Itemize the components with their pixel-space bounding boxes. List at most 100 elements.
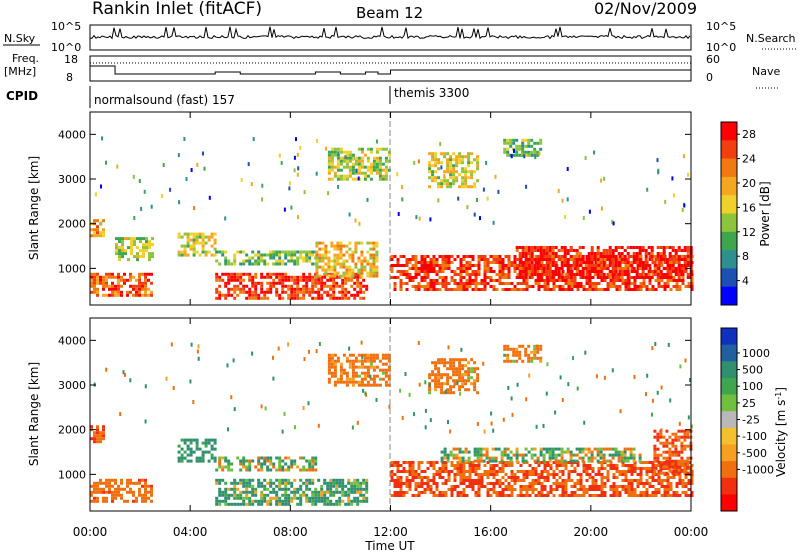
heatmap-cell [497,447,501,451]
heatmap-cell [342,262,346,266]
heatmap-cell [345,250,349,254]
heatmap-cell [524,270,528,273]
heatmap-cell [351,177,355,181]
heatmap-cell [230,487,234,491]
heatmap-cell [593,150,596,155]
heatmap-cell [327,356,331,360]
heatmap-cell [555,273,559,276]
heatmap-cell [533,141,537,145]
heatmap-cell [342,371,346,375]
heatmap-cell [239,278,243,282]
heatmap-cell [533,264,537,267]
heatmap-cell [183,441,187,445]
heatmap-cell [120,293,123,297]
heatmap-cell [669,476,673,479]
heatmap-cell [477,264,481,267]
heatmap-cell [366,168,370,172]
heatmap-cell [443,152,447,156]
heatmap-cell [251,490,255,494]
heatmap-cell [465,261,469,264]
heatmap-cell [290,205,293,210]
heatmap-cell [390,476,394,479]
heatmap-cell [459,279,463,282]
heatmap-cell [213,456,217,460]
heatmap-cell [657,488,661,491]
heatmap-cell [504,494,508,497]
heatmap-cell [339,253,343,257]
heatmap-cell [327,153,331,157]
heatmap-cell [353,272,357,276]
heatmap-cell [325,146,328,151]
heatmap-cell [531,473,535,476]
heatmap-cell [248,293,252,297]
heatmap-cell [459,491,463,494]
heatmap-cell [603,258,607,261]
heatmap-cell [494,447,498,451]
heatmap-cell [177,456,181,460]
heatmap-cell [321,253,325,257]
heatmap-cell [540,261,544,264]
heatmap-cell [530,453,534,457]
heatmap-cell [305,496,309,500]
heatmap-cell [192,232,196,236]
heatmap-cell [284,290,288,294]
heatmap-cell [627,464,631,467]
heatmap-cell [254,281,258,285]
heatmap-cell [464,173,468,177]
heatmap-cell [426,282,430,285]
heatmap-cell [639,467,643,470]
heatmap-cell [393,285,397,288]
heatmap-cell [353,287,357,291]
heatmap-cell [665,441,669,445]
heatmap-cell [581,276,585,279]
heatmap-cell [441,282,445,285]
heatmap-cell [527,270,531,273]
heatmap-cell [468,470,472,473]
heatmap-cell [296,290,300,294]
heatmap-cell [408,392,411,397]
heatmap-cell [483,261,487,264]
heatmap-cell [507,267,511,270]
heatmap-cell [674,267,678,270]
heatmap-cell [141,284,144,288]
heatmap-cell [444,389,447,394]
heatmap-cell [102,499,105,503]
heatmap-cell [683,429,687,433]
heatmap-cell [543,494,547,497]
heatmap-cell [227,496,231,500]
heatmap-cell [518,344,522,348]
heatmap-cell [405,476,409,479]
heatmap-cell [525,282,529,285]
heatmap-cell [477,273,481,276]
heatmap-cell [348,253,352,257]
heatmap-cell [429,217,432,222]
heatmap-cell [585,270,589,273]
heatmap-cell [120,275,123,279]
heatmap-cell [411,494,415,497]
heatmap-cell [186,453,190,457]
heatmap-cell [341,293,345,297]
heatmap-cell [227,290,231,294]
heatmap-cell [414,494,418,497]
heatmap-cell [602,456,606,460]
heatmap-cell [269,496,273,500]
heatmap-cell [530,270,534,273]
heatmap-cell [642,467,646,470]
heatmap-cell [393,485,397,488]
heatmap-cell [546,461,550,464]
heatmap-cell [525,184,528,189]
heatmap-cell [353,296,357,300]
heatmap-cell [344,287,348,291]
heatmap-cell [242,462,246,466]
heatmap-cell [540,258,544,261]
heatmap-cell [358,221,361,226]
heatmap-cell [296,287,300,291]
heatmap-cell [96,425,99,429]
heatmap-cell [324,262,328,266]
heatmap-cell [278,275,282,279]
heatmap-cell [294,425,296,430]
heatmap-cell [366,371,370,375]
heatmap-cell [663,285,667,288]
heatmap-cell [656,267,660,270]
heatmap-cell [566,249,570,252]
